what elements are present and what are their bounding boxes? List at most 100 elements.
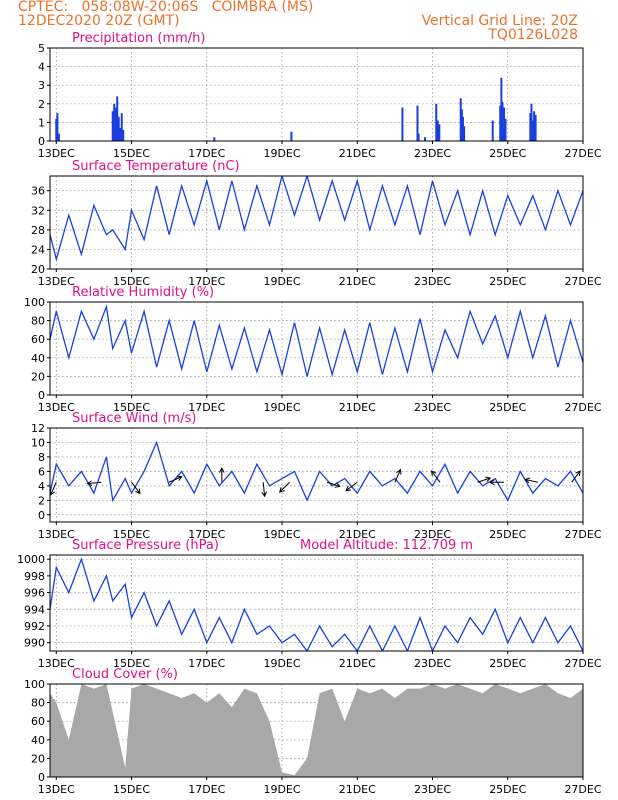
x-tick-label: 25DEC bbox=[489, 275, 526, 288]
x-tick-label: 17DEC bbox=[188, 657, 225, 670]
precipitation-bar bbox=[120, 113, 123, 141]
precipitation-bar bbox=[459, 98, 462, 141]
x-tick-label: 17DEC bbox=[188, 147, 225, 160]
precipitation-bar bbox=[461, 116, 464, 141]
precipitation-bar bbox=[401, 107, 404, 141]
x-tick-label: 13DEC bbox=[38, 783, 75, 796]
panel-title: Cloud Cover (%) bbox=[72, 667, 178, 682]
y-tick-label: 32 bbox=[31, 204, 45, 217]
precipitation-bar bbox=[423, 137, 426, 141]
x-tick-label: 15DEC bbox=[113, 275, 150, 288]
wind-arrow bbox=[477, 477, 491, 483]
x-tick-label: 13DEC bbox=[38, 147, 75, 160]
x-tick-label: 21DEC bbox=[339, 783, 376, 796]
precipitation-bar bbox=[502, 107, 505, 141]
y-tick-label: 996 bbox=[24, 587, 45, 600]
x-tick-label: 21DEC bbox=[339, 528, 376, 541]
x-tick-label: 13DEC bbox=[38, 275, 75, 288]
y-tick-label: 80 bbox=[31, 697, 45, 710]
precipitation-bar bbox=[529, 113, 532, 141]
humidity-series-line bbox=[50, 304, 583, 378]
y-tick-label: 0 bbox=[38, 389, 45, 402]
wind-arrow-head bbox=[488, 479, 495, 486]
wind-arrow bbox=[50, 482, 57, 496]
precipitation-bar bbox=[530, 103, 533, 141]
x-tick-label: 17DEC bbox=[188, 783, 225, 796]
precipitation-bar bbox=[438, 124, 441, 141]
x-tick-label: 23DEC bbox=[414, 783, 451, 796]
y-tick-label: 80 bbox=[31, 315, 45, 328]
wind-arrow-head bbox=[176, 475, 183, 481]
x-tick-label: 25DEC bbox=[489, 401, 526, 414]
wind-arrow-head bbox=[86, 480, 93, 487]
x-tick-label: 17DEC bbox=[188, 528, 225, 541]
x-tick-label: 23DEC bbox=[414, 147, 451, 160]
wind-arrow-head bbox=[575, 470, 581, 477]
station-header: CPTEC: 058:08W-20:06S COIMBRA (MS) bbox=[18, 0, 314, 15]
precipitation-bar bbox=[55, 118, 58, 141]
precipitation-bar bbox=[57, 133, 60, 141]
x-tick-label: 21DEC bbox=[339, 657, 376, 670]
wind-arrow bbox=[431, 470, 441, 483]
wind-arrow-head bbox=[218, 467, 225, 473]
panel-precipitation: 0 1 2 3 4 5 13DEC 15DEC 17DEC 19DEC 21DEC 23DEC 25DE… bbox=[38, 31, 602, 160]
y-tick-label: 100 bbox=[24, 678, 45, 691]
model-altitude-label: Model Altitude: 112.709 m bbox=[300, 538, 473, 553]
x-tick-label: 27DEC bbox=[564, 783, 601, 796]
x-tick-label: 15DEC bbox=[113, 401, 150, 414]
y-tick-label: 12 bbox=[31, 422, 45, 435]
panel-title: Precipitation (mm/h) bbox=[72, 31, 205, 46]
wind-arrow-head bbox=[334, 482, 341, 488]
precipitation-bar bbox=[500, 77, 503, 141]
wind-arrow bbox=[394, 469, 401, 483]
x-tick-label: 27DEC bbox=[564, 275, 601, 288]
x-tick-label: 19DEC bbox=[263, 783, 300, 796]
x-tick-label: 17DEC bbox=[188, 275, 225, 288]
x-tick-label: 17DEC bbox=[188, 401, 225, 414]
temperature-series-line bbox=[50, 176, 583, 262]
precipitation-bar bbox=[116, 96, 119, 141]
x-tick-label: 19DEC bbox=[263, 147, 300, 160]
y-tick-label: 3 bbox=[38, 79, 45, 92]
wind-arrow bbox=[525, 478, 538, 483]
panel-frame bbox=[49, 301, 584, 396]
x-tick-label: 19DEC bbox=[263, 275, 300, 288]
y-tick-label: 0 bbox=[38, 771, 45, 784]
y-tick-label: 1000 bbox=[17, 553, 45, 566]
wind-series-line bbox=[50, 440, 583, 503]
x-tick-label: 27DEC bbox=[564, 657, 601, 670]
precipitation-bar bbox=[436, 120, 439, 141]
y-tick-label: 0 bbox=[38, 135, 45, 148]
panel-frame bbox=[49, 683, 584, 778]
wind-arrow-head bbox=[431, 470, 437, 477]
x-tick-label: 25DEC bbox=[489, 528, 526, 541]
x-tick-label: 23DEC bbox=[414, 528, 451, 541]
precipitation-bar bbox=[114, 107, 117, 141]
x-tick-label: 15DEC bbox=[113, 147, 150, 160]
x-tick-label: 21DEC bbox=[339, 275, 376, 288]
panel-title: Relative Humidity (%) bbox=[72, 285, 214, 300]
x-tick-label: 25DEC bbox=[489, 783, 526, 796]
wind-arrow bbox=[279, 481, 290, 493]
x-tick-label: 25DEC bbox=[489, 657, 526, 670]
model-id-label: TQ0126L028 bbox=[488, 27, 578, 43]
x-tick-label: 27DEC bbox=[564, 147, 601, 160]
y-tick-label: 6 bbox=[38, 465, 45, 478]
panel-pressure: 990 992 994 996 998 1000 13DEC 15DEC 17DEC 19DEC 2… bbox=[17, 538, 602, 670]
precipitation-bar bbox=[534, 114, 537, 141]
y-tick-label: 28 bbox=[31, 224, 45, 237]
precipitation-bar bbox=[416, 105, 419, 141]
y-tick-label: 100 bbox=[24, 296, 45, 309]
precipitation-bar bbox=[533, 111, 536, 141]
x-tick-label: 23DEC bbox=[414, 275, 451, 288]
precipitation-bar bbox=[501, 101, 504, 141]
y-tick-label: 998 bbox=[24, 570, 45, 583]
x-tick-label: 27DEC bbox=[564, 401, 601, 414]
y-tick-label: 1 bbox=[38, 116, 45, 129]
precipitation-bar bbox=[463, 126, 466, 141]
precipitation-bar bbox=[113, 103, 116, 141]
x-tick-label: 13DEC bbox=[38, 401, 75, 414]
wind-arrow bbox=[345, 481, 358, 492]
